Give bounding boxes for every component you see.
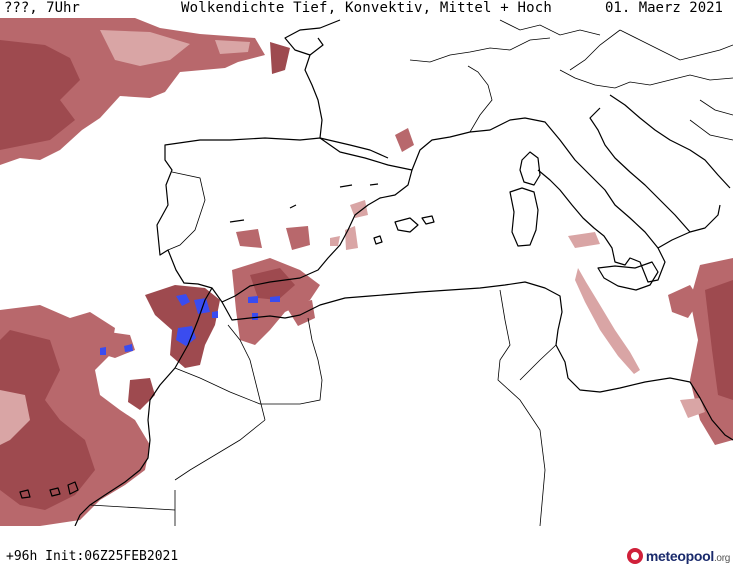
convective-cell	[176, 326, 196, 346]
convective-cell	[100, 347, 106, 355]
forecast-date: 01. Maerz 2021	[604, 0, 723, 16]
coastline-sicily	[597, 261, 659, 291]
cloud-density-map	[0, 18, 733, 526]
coastline-iberia	[156, 137, 413, 303]
borders	[89, 19, 733, 526]
convective-cell	[124, 344, 133, 352]
coastline-north-africa	[221, 281, 733, 441]
map-title: Wolkendichte Tief, Konvektiv, Mittel + H…	[181, 0, 553, 16]
cloud-band-central-med	[575, 268, 640, 374]
cloud-layer	[0, 18, 733, 526]
convective-cell	[194, 298, 210, 314]
cloud-area-atlantic-nw	[0, 18, 265, 165]
coastline-corsica	[519, 151, 541, 186]
logo-text: meteopool.org	[646, 548, 730, 564]
convective-cell	[212, 311, 218, 318]
convective-cell	[252, 313, 258, 320]
valid-time-label: ???, 7Uhr	[4, 0, 80, 16]
coastline-italy	[411, 117, 666, 283]
coastlines	[19, 19, 733, 526]
convective-cell	[248, 296, 258, 303]
convective-cells	[100, 294, 280, 355]
convective-cell	[270, 296, 280, 302]
logo-name: meteopool	[645, 548, 714, 564]
coastline-sardinia	[509, 187, 539, 247]
logo-suffix: .org	[713, 553, 730, 564]
cloud-area-atlantic-sw-core	[0, 330, 95, 510]
coastline-france	[304, 37, 324, 139]
cloud-area-atlantic-nw-core	[0, 40, 80, 150]
convective-cell	[176, 294, 190, 306]
meteopool-logo-icon	[626, 548, 643, 564]
run-info-label: +96h Init:06Z25FEB2021	[6, 549, 179, 564]
meteopool-logo[interactable]: meteopool.org	[626, 547, 730, 565]
